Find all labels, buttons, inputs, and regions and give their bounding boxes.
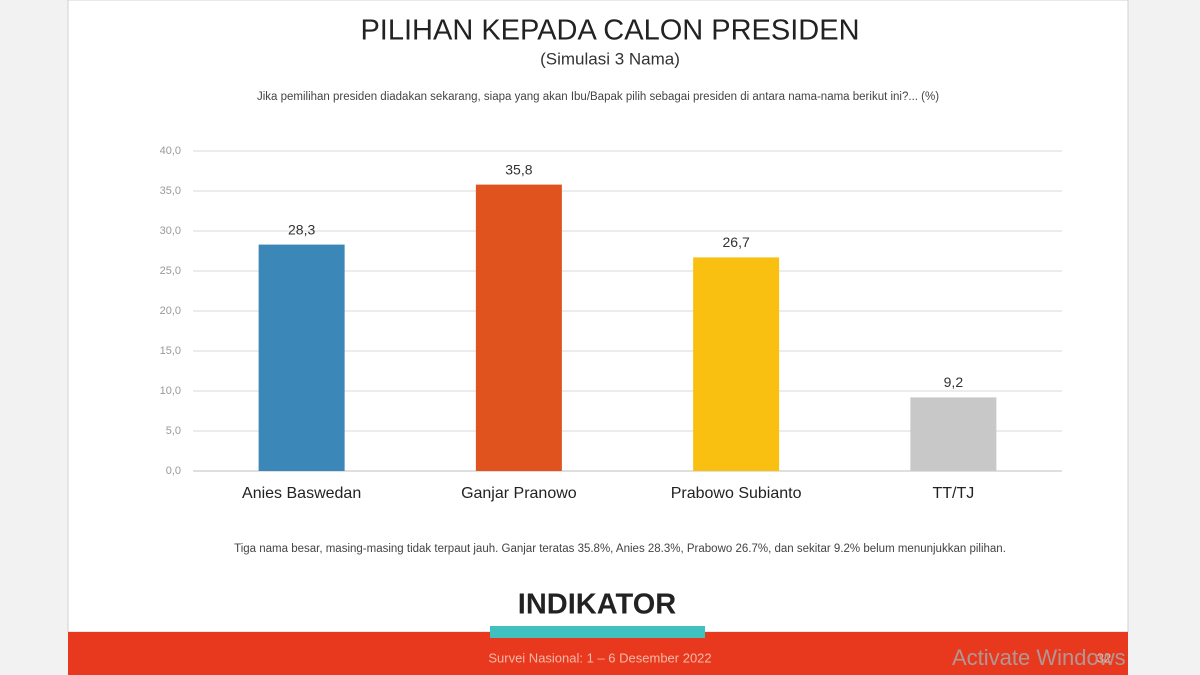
note: Tiga nama besar, masing-masing tidak ter… xyxy=(234,543,1006,555)
question: Jika pemilihan presiden diadakan sekaran… xyxy=(257,91,939,103)
note-box: Tiga nama besar, masing-masing tidak ter… xyxy=(234,543,1006,555)
y-tick-label: 40,0 xyxy=(160,145,181,157)
chart-subtitle: (Simulasi 3 Nama) xyxy=(540,49,680,68)
x-tick-label: TT/TJ xyxy=(932,485,974,502)
value-label: 28,3 xyxy=(288,221,315,237)
y-tick-label: 25,0 xyxy=(160,265,181,277)
y-tick-label: 0,0 xyxy=(166,465,181,477)
bar xyxy=(910,397,997,471)
y-tick-label: 5,0 xyxy=(166,425,181,437)
footer-bar xyxy=(68,632,1128,675)
watermark: Activate Windows xyxy=(952,645,1126,670)
value-label: 26,7 xyxy=(723,234,750,250)
slide-body xyxy=(67,0,1129,633)
value-label: 35,8 xyxy=(505,161,532,177)
chart-title: PILIHAN KEPADA CALON PRESIDEN xyxy=(360,15,859,47)
page-number: 32 xyxy=(1097,650,1111,665)
y-tick-label: 20,0 xyxy=(160,305,181,317)
logo-bar xyxy=(490,626,705,638)
footer-text: Survei Nasional: 1 – 6 Desember 2022 xyxy=(488,650,711,665)
value-label: 9,2 xyxy=(944,374,964,390)
bar xyxy=(693,257,780,471)
x-tick-label: Anies Baswedan xyxy=(242,485,361,502)
x-tick-label: Prabowo Subianto xyxy=(671,485,802,502)
y-tick-label: 30,0 xyxy=(160,225,181,237)
logo: INDIKATOR xyxy=(518,589,676,621)
bar xyxy=(475,184,562,471)
bar xyxy=(258,244,345,471)
y-tick-label: 15,0 xyxy=(160,345,181,357)
y-tick-label: 35,0 xyxy=(160,185,181,197)
y-tick-label: 10,0 xyxy=(160,385,181,397)
x-tick-label: Ganjar Pranowo xyxy=(461,485,577,502)
